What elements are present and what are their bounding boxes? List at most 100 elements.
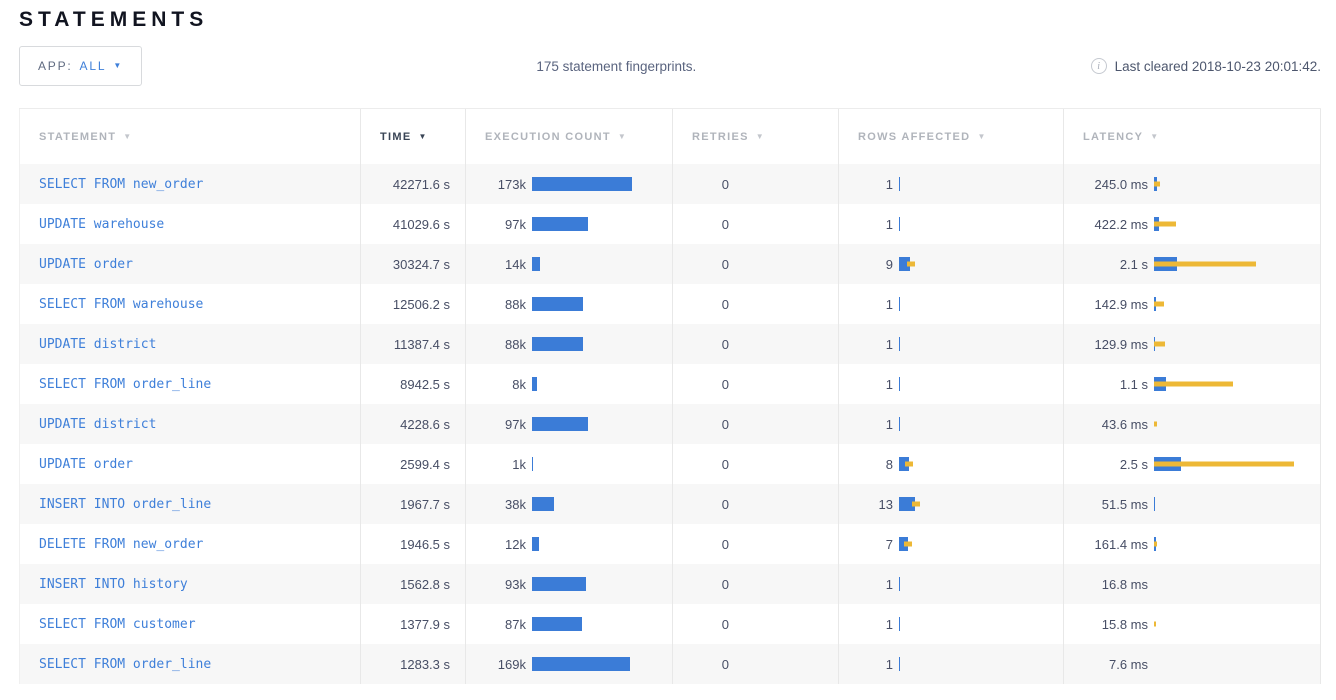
execution-count-bar [532, 577, 672, 591]
retries-value: 0 [721, 376, 729, 392]
execution-count-bar [532, 457, 672, 471]
execution-count-bar [532, 177, 672, 191]
rows-mean-bar [899, 257, 910, 271]
latency-bar [1154, 577, 1320, 591]
retries-value: 0 [721, 616, 729, 632]
column-header-time[interactable]: TIME ▼ [361, 109, 466, 164]
rows-affected-value: 9 [885, 256, 893, 272]
statement-link[interactable]: SELECT FROM order_line [39, 656, 212, 672]
time-value: 8942.5 s [400, 376, 450, 392]
rows-affected-value: 1 [885, 216, 893, 232]
rows-stddev-bar [907, 261, 915, 267]
retries-bar [735, 657, 838, 671]
execution-count-value: 12k [505, 536, 526, 552]
rows-affected-bar [899, 657, 1063, 671]
retries-value: 0 [721, 456, 729, 472]
rows-mean-bar [899, 337, 900, 351]
sort-desc-icon: ▼ [123, 132, 133, 141]
count-mean-bar [532, 417, 588, 431]
rows-affected-value: 1 [885, 616, 893, 632]
latency-stddev-bar [1154, 221, 1176, 227]
app-filter-dropdown[interactable]: APP: ALL ▼ [19, 46, 143, 86]
execution-count-value: 97k [505, 216, 526, 232]
retries-value: 0 [721, 496, 729, 512]
statement-link[interactable]: INSERT INTO history [39, 576, 188, 592]
retries-value: 0 [721, 576, 729, 592]
retries-bar [735, 337, 838, 351]
count-mean-bar [532, 497, 554, 511]
statement-link[interactable]: DELETE FROM new_order [39, 536, 204, 552]
statement-link[interactable]: SELECT FROM warehouse [39, 296, 204, 312]
latency-bar [1154, 497, 1320, 511]
column-header-rows-affected[interactable]: ROWS AFFECTED ▼ [839, 109, 1064, 164]
rows-mean-bar [899, 377, 900, 391]
execution-count-value: 1k [512, 456, 526, 472]
table-row: UPDATE order 2599.4 s 1k 0 8 2.5 s [19, 444, 1321, 484]
retries-bar [735, 257, 838, 271]
retries-bar [735, 617, 838, 631]
statement-link[interactable]: SELECT FROM new_order [39, 176, 204, 192]
latency-bar [1154, 417, 1320, 431]
table-row: SELECT FROM order_line 8942.5 s 8k 0 1 1… [19, 364, 1321, 404]
execution-count-value: 38k [505, 496, 526, 512]
table-row: INSERT INTO order_line 1967.7 s 38k 0 13… [19, 484, 1321, 524]
table-row: DELETE FROM new_order 1946.5 s 12k 0 7 1… [19, 524, 1321, 564]
retries-value: 0 [721, 176, 729, 192]
retries-bar [735, 537, 838, 551]
latency-value: 422.2 ms [1094, 216, 1148, 232]
table-row: UPDATE warehouse 41029.6 s 97k 0 1 422.2… [19, 204, 1321, 244]
sort-desc-icon: ▼ [617, 132, 628, 141]
statement-link[interactable]: UPDATE order [39, 256, 133, 272]
column-header-statement[interactable]: STATEMENT ▼ [19, 109, 361, 164]
time-value: 1562.8 s [400, 576, 450, 592]
latency-value: 15.8 ms [1101, 616, 1148, 632]
count-mean-bar [532, 457, 533, 471]
last-cleared-text: Last cleared 2018-10-23 20:01:42. [1114, 58, 1321, 74]
latency-bar [1154, 217, 1320, 231]
latency-value: 16.8 ms [1101, 576, 1148, 592]
statement-link[interactable]: SELECT FROM customer [39, 616, 196, 632]
rows-affected-value: 1 [885, 416, 893, 432]
statement-link[interactable]: UPDATE warehouse [39, 216, 165, 232]
column-header-execution-count[interactable]: EXECUTION COUNT ▼ [466, 109, 673, 164]
latency-value: 2.1 s [1119, 256, 1148, 272]
latency-bar [1154, 617, 1320, 631]
latency-stddev-bar [1154, 341, 1165, 347]
rows-affected-bar [899, 537, 1063, 551]
info-icon[interactable]: i [1090, 58, 1107, 74]
execution-count-value: 88k [505, 336, 526, 352]
retries-bar [735, 177, 838, 191]
rows-mean-bar [899, 617, 900, 631]
latency-value: 1.1 s [1119, 376, 1148, 392]
rows-affected-bar [899, 337, 1063, 351]
rows-affected-bar [899, 177, 1063, 191]
latency-value: 142.9 ms [1094, 296, 1148, 312]
statement-link[interactable]: INSERT INTO order_line [39, 496, 212, 512]
execution-count-bar [532, 537, 672, 551]
time-value: 2599.4 s [400, 456, 450, 472]
time-value: 1967.7 s [400, 496, 450, 512]
rows-affected-value: 1 [885, 656, 893, 672]
retries-bar [735, 217, 838, 231]
execution-count-value: 93k [505, 576, 526, 592]
execution-count-bar [532, 617, 672, 631]
statement-link[interactable]: UPDATE order [39, 456, 133, 472]
statement-link[interactable]: SELECT FROM order_line [39, 376, 212, 392]
rows-affected-bar [899, 457, 1063, 471]
table-body: SELECT FROM new_order 42271.6 s 173k 0 1… [19, 164, 1321, 684]
column-header-retries[interactable]: RETRIES ▼ [673, 109, 839, 164]
latency-bar [1154, 537, 1320, 551]
latency-bar [1154, 657, 1320, 671]
retries-bar [735, 577, 838, 591]
rows-affected-bar [899, 257, 1063, 271]
rows-mean-bar [899, 297, 900, 311]
statement-link[interactable]: UPDATE district [39, 336, 157, 352]
rows-mean-bar [899, 417, 900, 431]
retries-value: 0 [721, 296, 729, 312]
statement-link[interactable]: UPDATE district [39, 416, 157, 432]
last-cleared-status: i Last cleared 2018-10-23 20:01:42. [1090, 58, 1321, 74]
column-header-latency[interactable]: LATENCY ▼ [1064, 109, 1321, 164]
execution-count-bar [532, 377, 672, 391]
rows-affected-value: 1 [885, 336, 893, 352]
execution-count-bar [532, 297, 672, 311]
